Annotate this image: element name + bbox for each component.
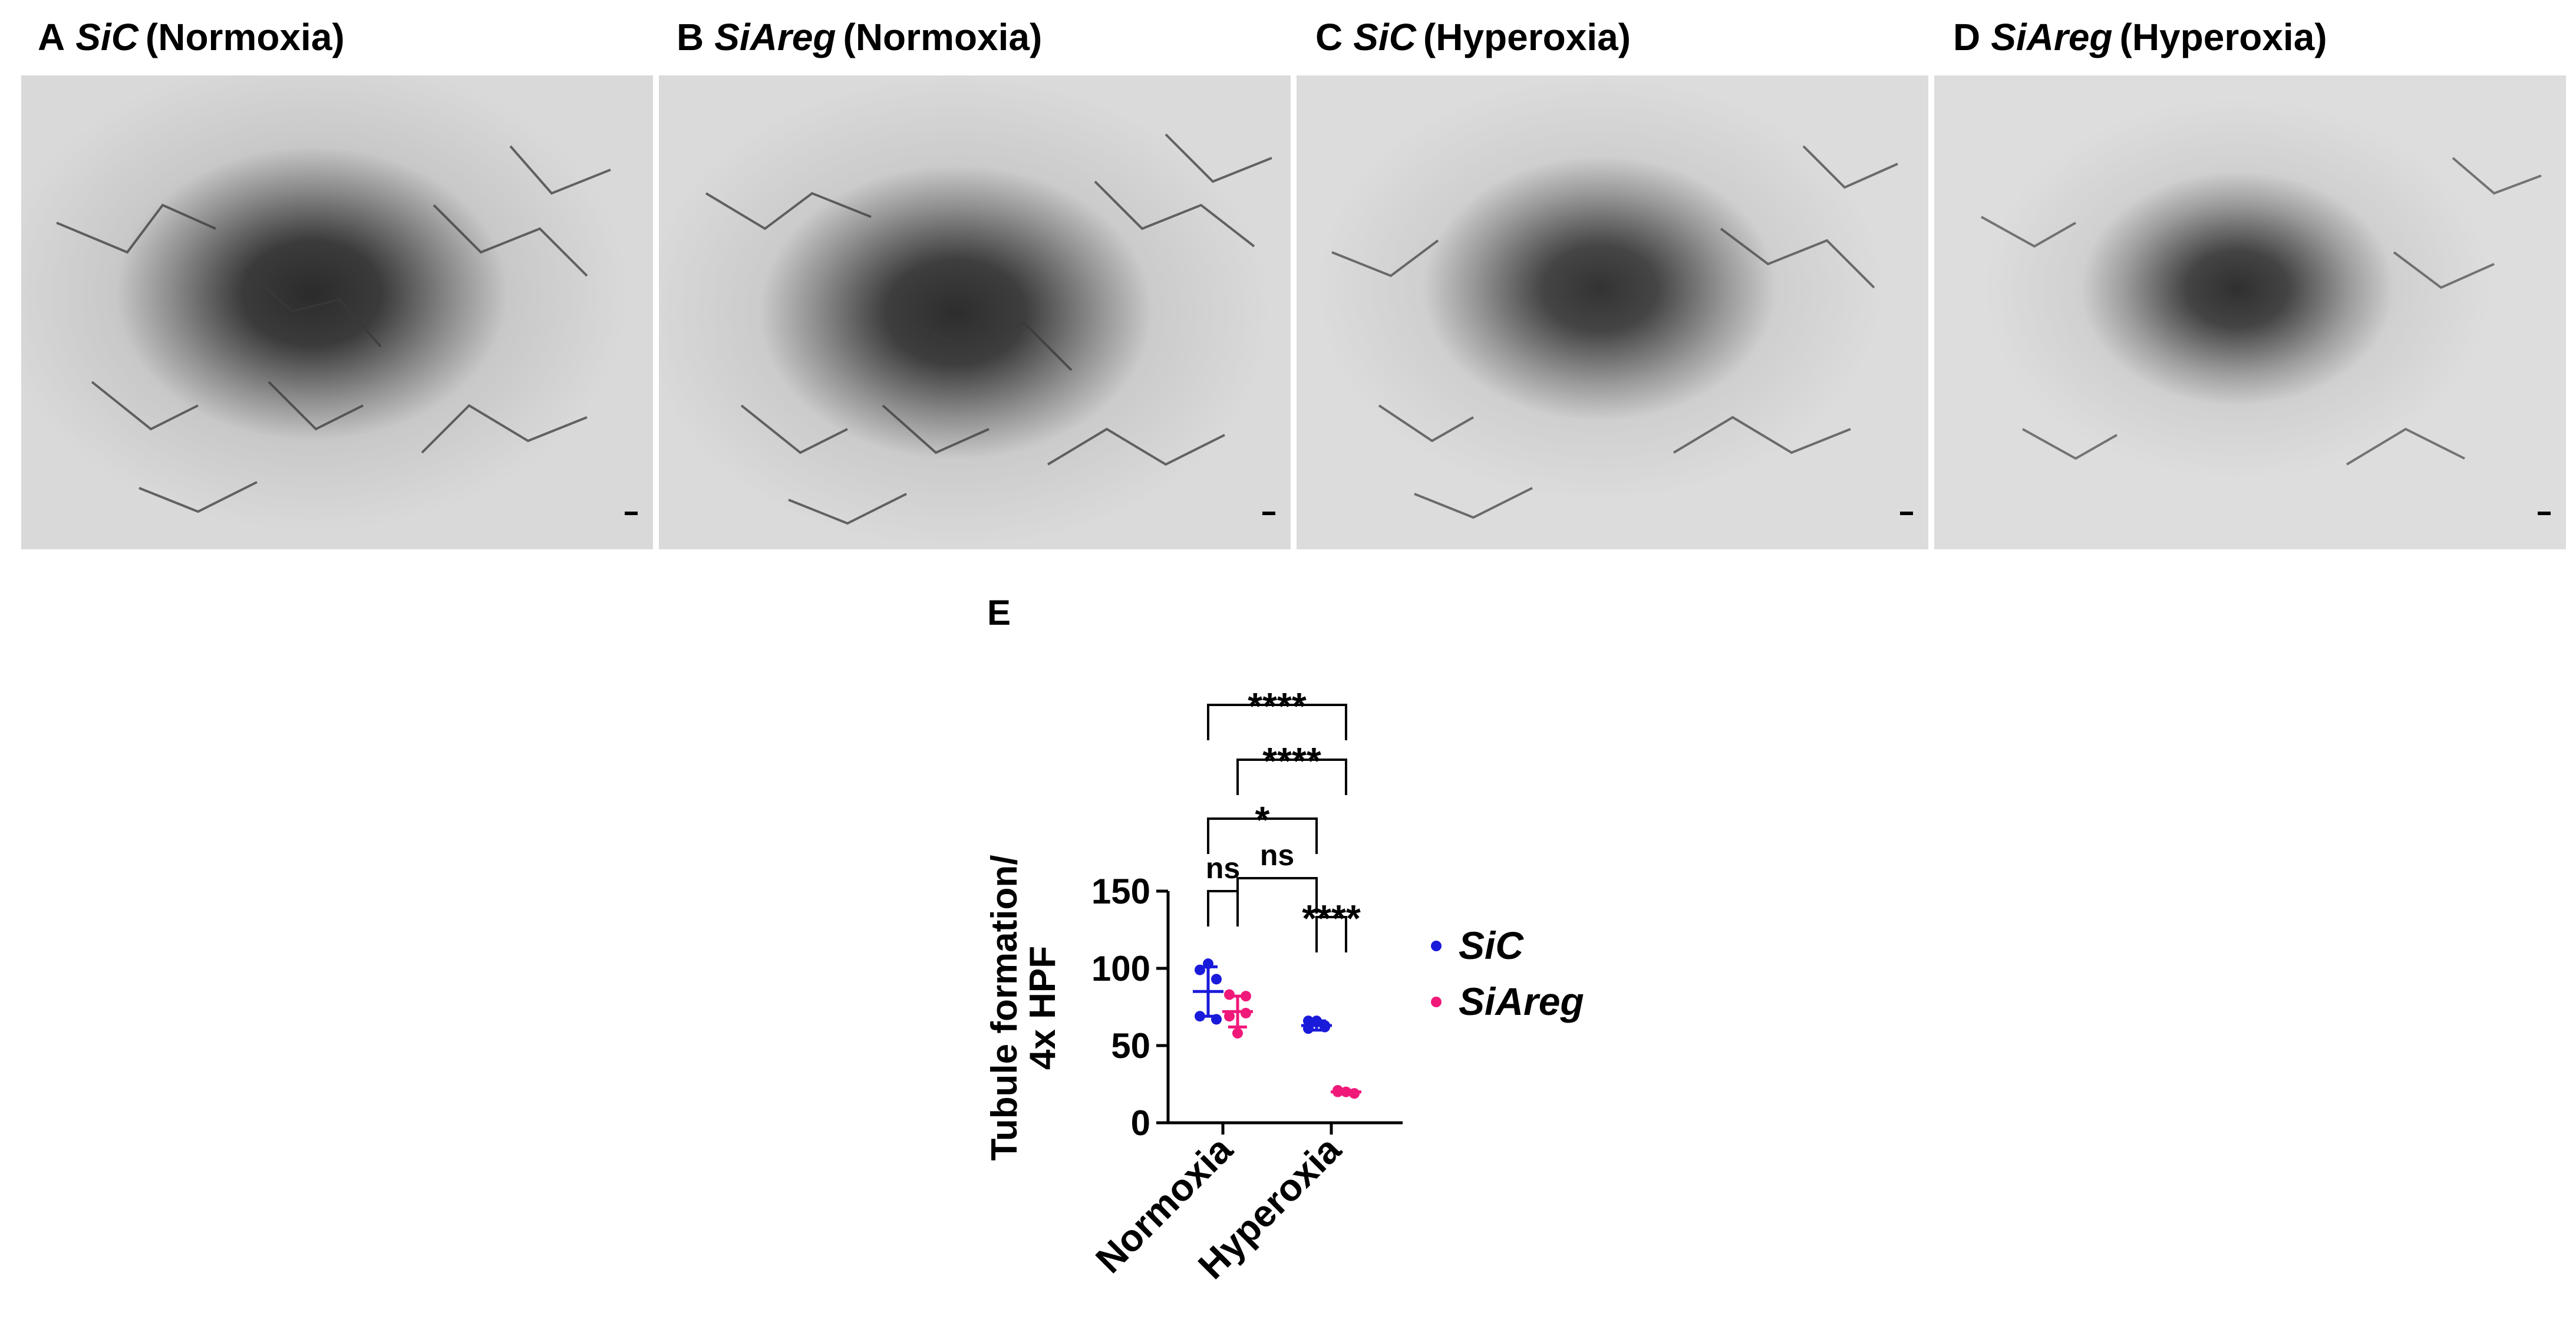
legend-label-SiC: SiC [1459, 924, 1524, 967]
data-point-SiC [1195, 964, 1205, 975]
panel-condition: (Normoxia) [145, 16, 345, 58]
micrograph-siareg-hyperoxia [1934, 75, 2566, 549]
data-point-SiC [1203, 958, 1213, 970]
micrograph-sic-hyperoxia [1297, 75, 1928, 549]
panel-condition: (Normoxia) [843, 16, 1043, 58]
panel-condition: (Hyperoxia) [1423, 16, 1631, 58]
micrograph-sic-normoxia [21, 75, 653, 549]
significance-label: * [1255, 799, 1270, 841]
panel-letter: C [1315, 16, 1343, 58]
panel-gene: SiAreg [714, 16, 836, 58]
data-point-SiC [1211, 1014, 1222, 1025]
data-point-SiAreg [1224, 989, 1235, 1000]
tubule-image [1934, 75, 2566, 549]
significance-label: ns [1206, 852, 1240, 885]
significance-label: **** [1248, 685, 1307, 727]
data-point-SiC [1303, 1016, 1314, 1027]
significance-bracket [1236, 877, 1318, 914]
data-point-SiAreg [1241, 1007, 1251, 1018]
significance-bracket [1315, 916, 1347, 952]
data-point-SiC [1320, 1020, 1330, 1031]
panel-d-title: D SiAreg (Hyperoxia) [1953, 15, 2327, 59]
data-point-SiC [1195, 1011, 1205, 1022]
panel-condition: (Hyperoxia) [2119, 16, 2327, 58]
y-axis-label-line1: Tubule formation/ [984, 855, 1025, 1161]
data-points [1195, 958, 1360, 1099]
y-tick-label: 100 [1091, 949, 1150, 988]
micrograph-siareg-normoxia [659, 75, 1291, 549]
data-point-SiC [1311, 1016, 1322, 1027]
panel-letter: D [1953, 16, 1981, 58]
data-point-SiAreg [1241, 991, 1251, 1002]
tubule-image [1297, 75, 1928, 549]
data-point-SiAreg [1349, 1088, 1360, 1099]
panel-gene: SiAreg [1991, 16, 2113, 58]
error-bars [1193, 965, 1361, 1095]
panel-gene: SiC [1353, 16, 1416, 58]
data-point-SiAreg [1224, 1011, 1235, 1022]
significance-bracket [1236, 759, 1347, 795]
tubule-image [21, 75, 653, 549]
panel-letter: A [38, 16, 65, 58]
panel-letter: B [677, 16, 704, 58]
data-point-SiAreg [1232, 1028, 1243, 1039]
significance-label: ns [1260, 839, 1294, 872]
significance-bracket [1207, 890, 1239, 927]
significance-label: **** [1302, 897, 1361, 939]
significance-bracket [1207, 704, 1347, 740]
panel-b-title: B SiAreg (Normoxia) [677, 15, 1042, 59]
data-point-SiC [1303, 1023, 1314, 1034]
panel-a-title: A SiC (Normoxia) [38, 15, 345, 59]
data-point-SiAreg [1332, 1086, 1343, 1097]
legend-marker-SiC [1431, 941, 1442, 951]
y-tick-label: 50 [1111, 1026, 1150, 1066]
y-axis-label-line2: 4x HPF [1023, 946, 1063, 1070]
significance-brackets: ns ns************* [1206, 685, 1361, 952]
data-point-SiC [1211, 974, 1222, 985]
panel-e-label: E [987, 593, 1011, 632]
legend-marker-SiAreg [1431, 997, 1442, 1007]
y-tick-label: 0 [1131, 1103, 1150, 1143]
legend: SiC SiAreg [1431, 924, 1584, 1023]
tubule-image [659, 75, 1291, 549]
y-tick-label: 150 [1091, 872, 1150, 911]
data-point-SiAreg [1341, 1086, 1351, 1097]
significance-bracket [1207, 817, 1318, 854]
significance-label: **** [1262, 740, 1321, 782]
panel-gene: SiC [75, 16, 138, 58]
panel-c-title: C SiC (Hyperoxia) [1315, 15, 1631, 59]
legend-label-SiAreg: SiAreg [1459, 980, 1584, 1023]
